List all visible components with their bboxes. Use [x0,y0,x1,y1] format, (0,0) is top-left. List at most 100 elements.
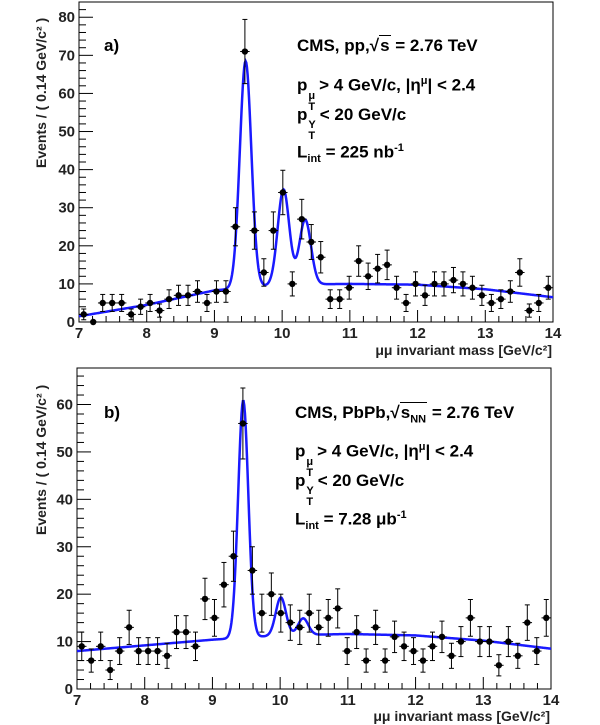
data-point [389,620,400,654]
data-point [97,293,108,312]
text: = 225 nb [320,142,395,162]
data-point [316,241,326,274]
text: sNN [399,402,428,426]
data-marker [194,288,201,295]
data-marker [154,647,161,655]
data-point [524,303,535,318]
data-point [439,271,449,297]
text: < 20 GeV/c [319,105,407,124]
y-axis-label-a: Events / ( 0.14 GeV/c² ) [33,18,49,168]
data-marker [448,652,455,660]
data-marker [374,265,381,272]
data-marker [106,666,114,674]
data-marker [545,284,552,291]
data-marker [184,292,192,299]
data-point [314,609,324,645]
annotation-muon-cuts-a: p μ T > 4 GeV/c, |ημ| < 2.4 [297,71,475,113]
data-point [238,387,248,460]
data-point [77,631,87,662]
text: T [306,466,314,479]
text: int [305,520,319,533]
data-point [105,660,115,681]
y-tick-label: 20 [56,586,73,603]
y-tick-label: 50 [58,124,75,141]
data-marker [317,254,324,261]
data-marker [391,633,398,641]
data-point [162,642,172,669]
y-tick-label: 50 [56,444,73,461]
data-point [410,271,421,297]
data-point [418,648,428,673]
data-marker [514,652,522,660]
x-axis-label-b: μμ invariant mass [GeV/c²] [373,708,550,724]
data-marker [230,553,237,560]
data-marker [211,614,218,622]
data-point [297,198,307,240]
data-point [484,626,495,658]
data-point [448,266,459,294]
data-marker [476,638,484,645]
x-tick-label: 8 [143,325,151,342]
x-tick-label: 11 [340,692,356,709]
data-point [285,604,296,641]
data-point [351,615,362,650]
annotation-energy-a: CMS, pp,√s = 2.76 TeV [297,35,478,56]
data-point [408,637,419,665]
data-point [145,293,155,312]
data-point [475,626,485,658]
data-point [361,648,371,673]
panel-a: 7 8 9 10 11 12 13 14 0 10 20 30 40 50 60 70 80 [58,1,562,342]
data-point [370,609,381,645]
data-marker [419,657,427,664]
data-marker [431,280,438,288]
data-marker [268,590,275,598]
data-marker [535,299,542,307]
data-marker [213,288,220,295]
text: < 20 GeV/c [317,471,405,490]
sqrt-symbol: √ [369,36,380,55]
data-marker [450,276,457,284]
data-point [287,271,298,297]
text: NN [410,413,427,426]
annotation-energy-b: CMS, PbPb,√sNN = 2.76 TeV [295,402,514,429]
data-marker [410,647,417,655]
text: > 4 GeV/c, |η [319,75,421,95]
data-point [295,609,305,645]
x-tick-label: 10 [272,692,289,709]
data-point [200,577,210,621]
data-point [505,280,516,303]
y-tick-label: 10 [58,276,75,293]
y-tick-label: 0 [65,681,73,698]
data-point [278,169,288,216]
data-marker [146,299,154,307]
data-marker [486,638,493,645]
data-marker [260,269,268,276]
data-marker [239,420,247,427]
data-point [391,275,402,300]
data-point [332,588,343,629]
data-marker [372,624,379,631]
data-marker [201,595,209,603]
panel-label-a: a) [104,36,120,55]
data-point [126,308,136,321]
data-marker [524,619,531,626]
data-point [209,599,220,637]
data-marker [203,299,211,307]
text: Υ [306,485,314,497]
data-marker [336,295,343,303]
text: T [306,496,314,508]
x-tick-label: 14 [545,325,562,342]
text: Υ [308,119,316,131]
data-marker [78,643,85,650]
data-point [171,615,182,650]
data-point [221,280,231,303]
data-point [164,289,174,309]
data-point [446,642,457,669]
data-marker [353,628,360,636]
fit-curve [76,399,552,653]
data-marker [327,295,334,303]
data-point [372,253,383,284]
